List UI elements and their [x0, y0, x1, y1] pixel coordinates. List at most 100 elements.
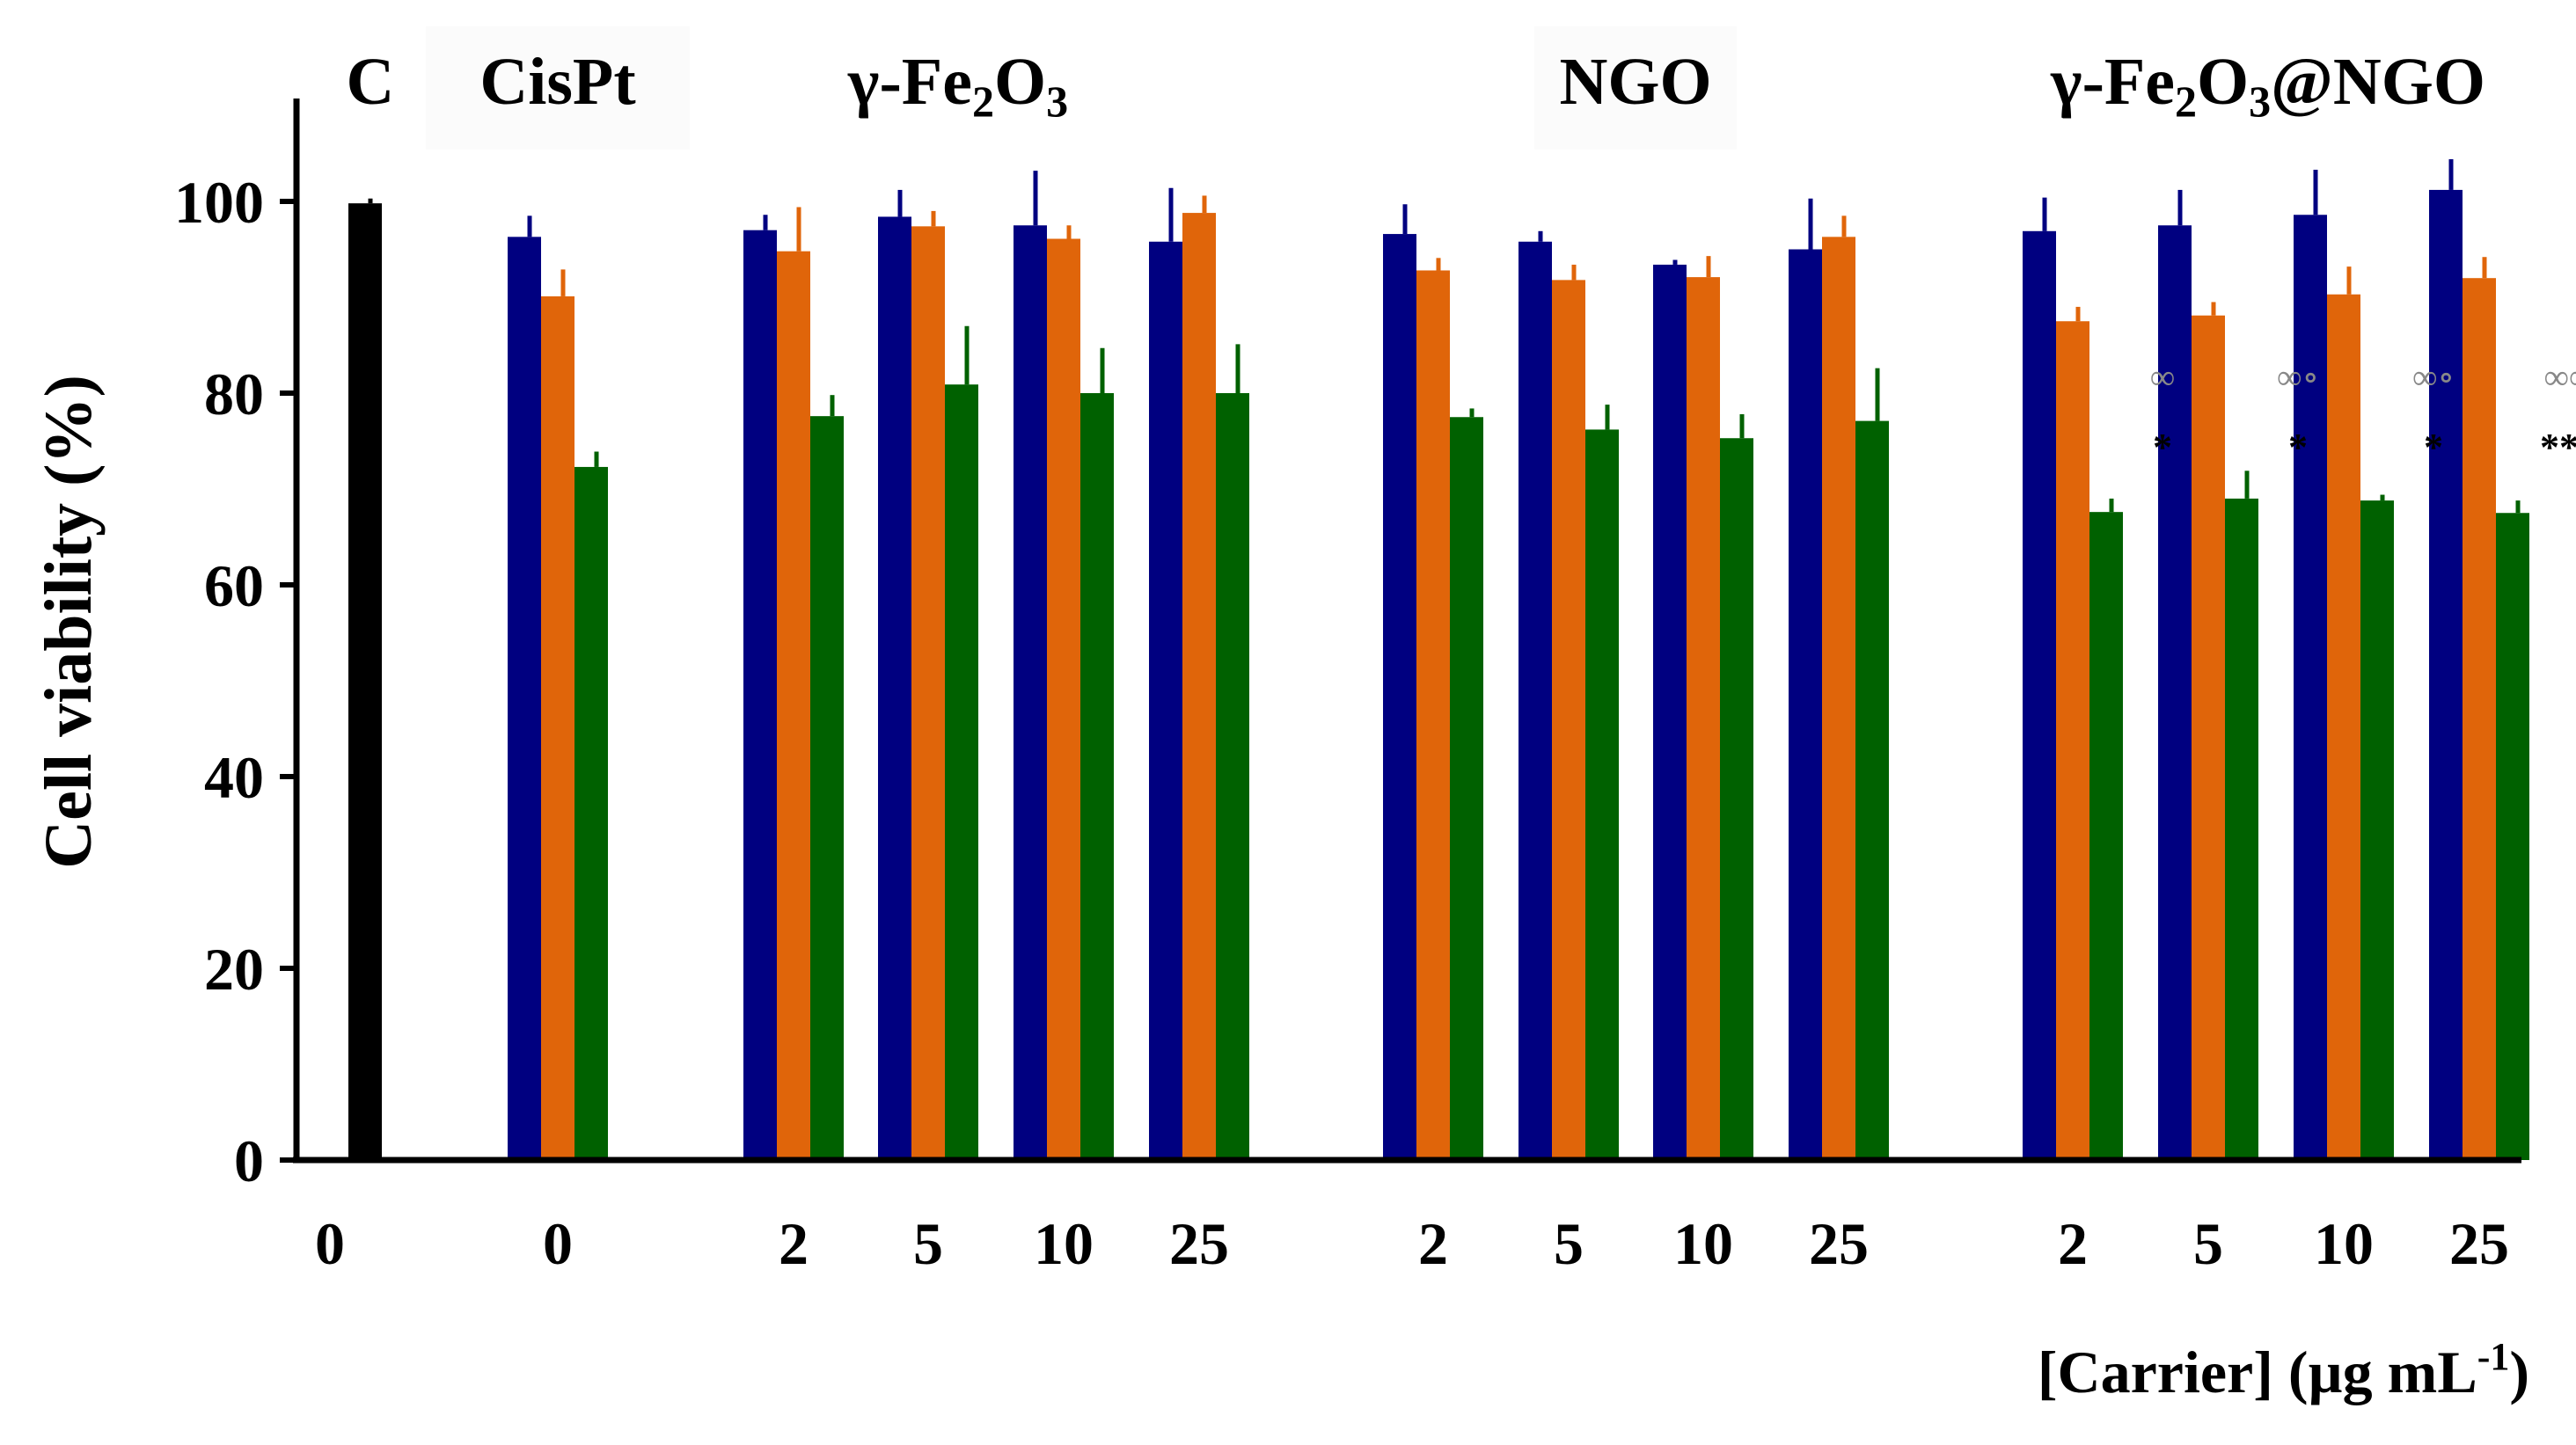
y-tick-label: 40	[204, 744, 264, 811]
bar	[348, 203, 382, 1161]
bar	[1149, 241, 1182, 1160]
bar	[810, 416, 844, 1160]
bar	[2023, 230, 2056, 1160]
y-tick-label: 20	[204, 936, 264, 1003]
axes-layer	[293, 99, 2521, 1164]
bar	[2158, 225, 2192, 1160]
bar	[2056, 321, 2089, 1160]
significance-annotation-bottom: ***	[2540, 426, 2576, 469]
significance-annotation-bottom: *	[2153, 426, 2172, 469]
x-axis-label-main: [Carrier] (µg mL	[2038, 1339, 2477, 1405]
x-axis-label: [Carrier] (µg mL-1)	[2038, 1335, 2529, 1405]
group-label: NGO	[1559, 45, 1711, 119]
bars-layer	[348, 189, 2529, 1161]
group-label-subscript: 3	[2249, 77, 2271, 126]
x-tick-label: 5	[1554, 1210, 1584, 1277]
bar	[2496, 513, 2529, 1160]
group-label: C	[347, 45, 395, 119]
annotations-layer: ∞ * ∞∘ * ∞∘ * ∞∞ ***	[2150, 357, 2576, 469]
x-tick-label: 10	[1673, 1210, 1733, 1277]
x-tick-label: 5	[913, 1210, 943, 1277]
group-label-part: O	[994, 45, 1046, 119]
y-tick-label: 60	[204, 552, 264, 619]
bar	[2089, 512, 2123, 1160]
bar	[945, 384, 978, 1160]
bar	[1450, 417, 1483, 1160]
bar	[2225, 498, 2258, 1160]
x-axis-label-superscript: -1	[2477, 1335, 2510, 1378]
bar	[2463, 278, 2496, 1160]
significance-annotation-bottom: *	[2288, 426, 2308, 469]
group-label: γ-Fe2O3	[847, 45, 1068, 126]
bar	[1653, 264, 1687, 1160]
group-label-subscript: 2	[2175, 77, 2197, 126]
bar	[1216, 393, 1249, 1160]
group-label-subscript: 2	[972, 77, 994, 126]
group-label: γ-Fe2O3@NGO	[2050, 45, 2485, 126]
bar	[1383, 234, 1416, 1160]
significance-annotation-top: ∞∘	[2277, 357, 2319, 397]
x-tick-label: 2	[2058, 1210, 2088, 1277]
x-tick-label: 5	[2193, 1210, 2223, 1277]
bar	[2429, 189, 2463, 1160]
significance-annotation-top: ∞	[2150, 357, 2176, 397]
bar	[1080, 393, 1114, 1160]
x-tick-label: 0	[543, 1210, 573, 1277]
error-bars-layer	[368, 159, 2521, 514]
x-axis-label-close: )	[2509, 1339, 2529, 1405]
x-tick-label: 10	[2314, 1210, 2374, 1277]
bar	[1014, 225, 1047, 1160]
y-tick-label: 80	[204, 361, 264, 427]
group-label-backgrounds	[426, 26, 1737, 150]
bar	[2360, 500, 2394, 1160]
y-tick-label: 0	[234, 1128, 264, 1194]
bar	[1687, 277, 1720, 1160]
bar	[777, 251, 810, 1161]
group-label-part: CisPt	[479, 45, 635, 119]
bar	[1855, 420, 1889, 1160]
bar	[1585, 429, 1619, 1160]
bar	[1182, 213, 1216, 1161]
group-label-part: C	[347, 45, 395, 119]
group-label-box	[1534, 26, 1737, 150]
bar	[541, 296, 574, 1160]
significance-annotation-bottom: *	[2424, 426, 2443, 469]
x-tick-label: 0	[315, 1210, 345, 1277]
x-tick-label: 25	[1809, 1210, 1869, 1277]
bar	[2192, 315, 2225, 1161]
significance-annotation-top: ∞∘	[2412, 357, 2455, 397]
bar	[574, 466, 608, 1160]
bar	[743, 230, 777, 1161]
group-labels-layer: C CisPt γ-Fe2O3 NGO γ-Fe2O3@NGO	[347, 45, 2485, 126]
group-label-part: γ-Fe	[847, 45, 972, 119]
y-ticks-layer: 0 20 40 60 80 100	[174, 169, 296, 1194]
bar	[1519, 241, 1552, 1160]
x-tick-label: 25	[2449, 1210, 2509, 1277]
group-label: CisPt	[479, 45, 635, 119]
x-tick-label: 2	[779, 1210, 809, 1277]
x-tick-label: 10	[1034, 1210, 1094, 1277]
bar	[2294, 215, 2327, 1160]
bar	[1822, 237, 1855, 1161]
bar	[1552, 280, 1585, 1160]
bar	[911, 226, 945, 1161]
y-tick-label: 100	[174, 169, 264, 236]
y-axis-label: Cell viability (%)	[32, 375, 106, 869]
group-label-part: @NGO	[2271, 45, 2485, 119]
x-tick-labels-layer: 0 0 2 5 10 25 2 5 10 25 2 5 10 25	[315, 1210, 2509, 1277]
bar	[1720, 438, 1753, 1161]
group-label-part: O	[2197, 45, 2249, 119]
bar	[878, 216, 911, 1161]
group-label-box	[426, 26, 690, 150]
bar	[508, 237, 541, 1161]
bar	[1416, 270, 1450, 1161]
significance-annotation-top: ∞∞	[2543, 357, 2576, 397]
bar	[1789, 249, 1822, 1160]
group-label-part: γ-Fe	[2050, 45, 2175, 119]
group-label-subscript: 3	[1046, 77, 1068, 126]
group-label-part: NGO	[1559, 45, 1711, 119]
bar	[2327, 294, 2360, 1161]
bar	[1047, 238, 1080, 1160]
x-tick-label: 25	[1169, 1210, 1229, 1277]
